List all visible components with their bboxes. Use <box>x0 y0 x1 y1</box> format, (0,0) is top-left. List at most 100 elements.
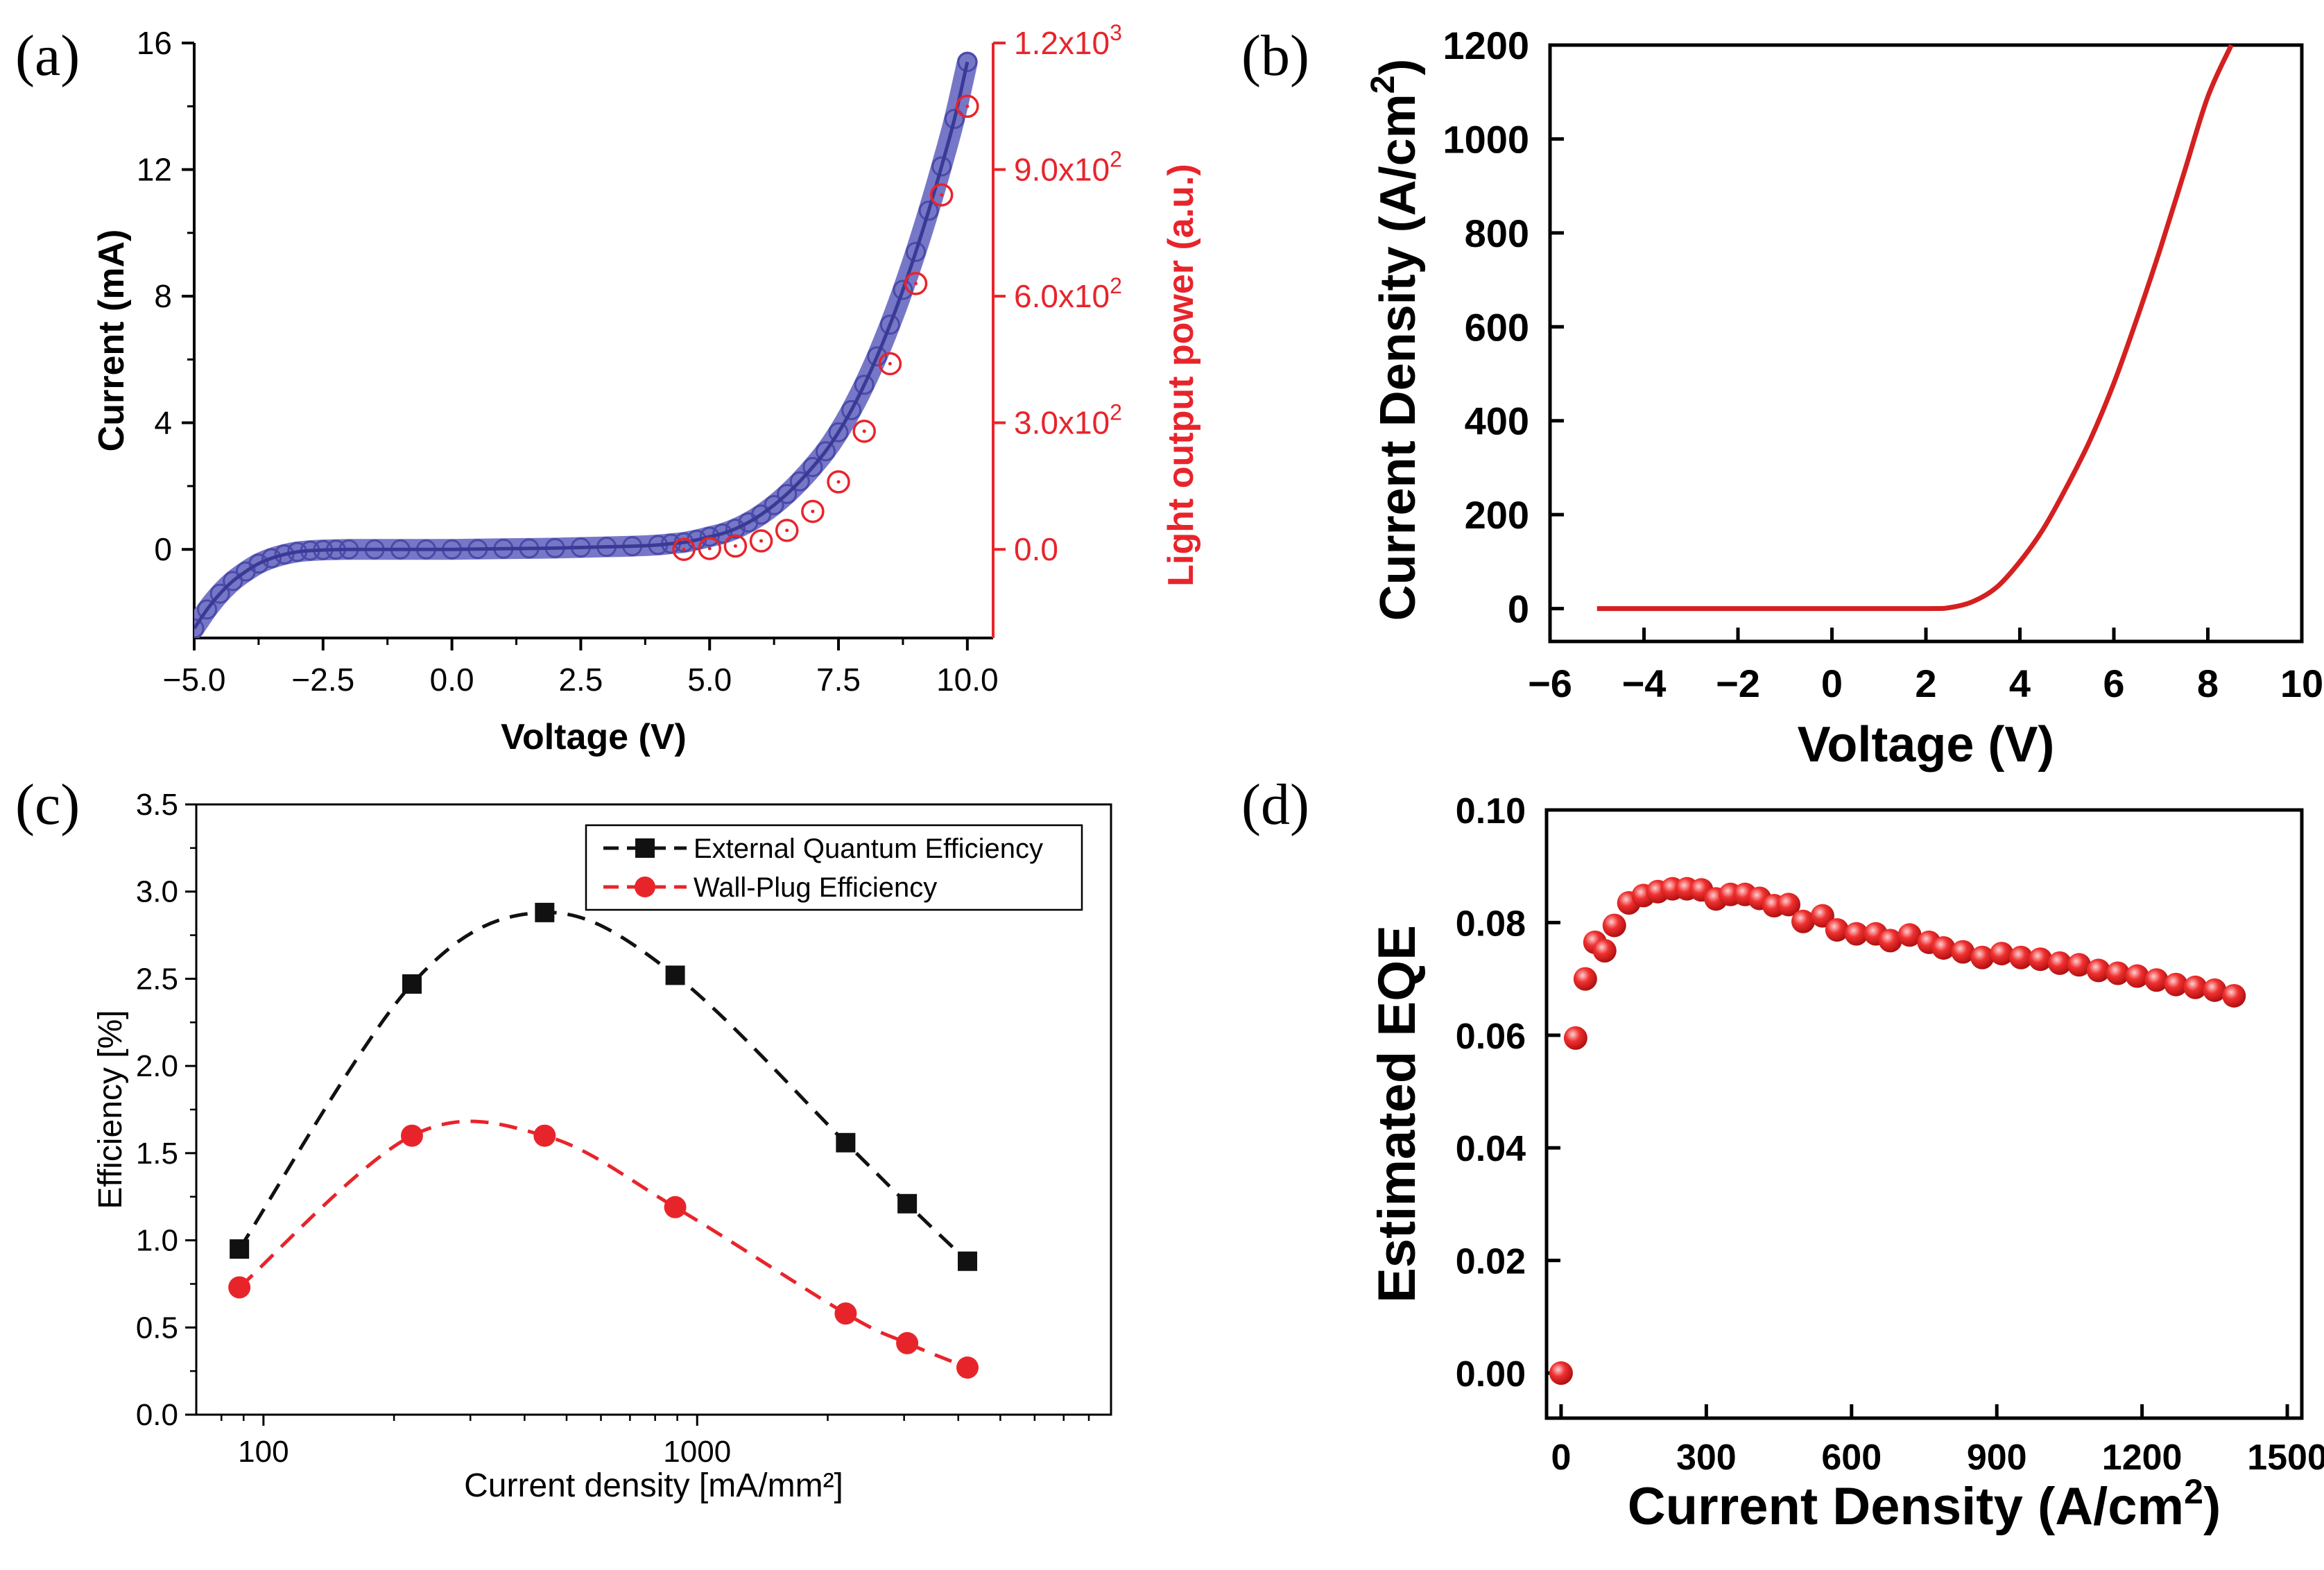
tick-base: 1.2x10 <box>1014 25 1110 61</box>
panel-label: (a) <box>15 24 80 88</box>
y-tick-label: 2.5 <box>136 962 178 996</box>
x-tick-label: 900 <box>1967 1438 2027 1478</box>
x-tick-label: 6 <box>2103 662 2124 705</box>
panel-b: (b) −6 −4 −2 0 2 4 6 8 10 0 200 400 600 800 1000 1200 Vol… <box>1241 24 2323 773</box>
current-point <box>712 523 733 544</box>
wpe-circle-marker <box>533 1124 556 1147</box>
light-power-point <box>827 470 850 494</box>
eqe-point <box>2125 964 2149 988</box>
eqe-point <box>1592 939 1617 963</box>
x-tick-label: 1000 <box>663 1435 731 1469</box>
current-point <box>957 51 978 72</box>
y-right-tick-label: 9.0x102 <box>1014 147 1122 188</box>
current-point <box>931 156 952 177</box>
y-tick-label: 0.06 <box>1456 1017 1526 1057</box>
current-line <box>194 61 970 630</box>
current-point <box>815 441 836 462</box>
eqe-square-marker <box>230 1239 250 1259</box>
y-tick-label: 0.08 <box>1456 904 1526 944</box>
y-tick-label: 1000 <box>1443 117 1529 161</box>
current-point <box>906 241 927 262</box>
eqe-point <box>2144 968 2169 992</box>
y-tick-label: 3.5 <box>136 788 178 822</box>
series-dashed-line <box>238 1119 968 1370</box>
tick-exponent: 3 <box>1110 20 1122 45</box>
tick-exponent: 2 <box>1110 273 1122 298</box>
y-right-tick-label: 6.0x102 <box>1014 273 1122 314</box>
eqe-point <box>1878 929 1902 953</box>
x-tick-label: −2.5 <box>291 662 354 698</box>
wpe-circle-marker <box>896 1331 919 1354</box>
current-point <box>789 471 810 492</box>
eqe-point <box>2203 978 2227 1002</box>
x-axis-label: Current Density (A/cm2) <box>1628 1472 2221 1536</box>
y-tick-label: 12 <box>137 152 172 188</box>
light-power-point <box>698 537 721 560</box>
y-tick-label: 400 <box>1465 399 1529 443</box>
current-point <box>854 374 875 395</box>
current-point <box>777 483 798 504</box>
eqe-point <box>2106 961 2130 985</box>
light-power-dot <box>785 528 789 533</box>
light-power-point <box>904 272 928 295</box>
y-tick-label: 3.0 <box>136 875 178 909</box>
y-tick-label: 600 <box>1465 305 1529 349</box>
y-axis-label: Efficiency [%] <box>92 1010 129 1209</box>
wpe-circle-marker <box>956 1356 979 1379</box>
current-point <box>274 544 295 565</box>
panel-label: (c) <box>15 773 80 837</box>
x-tick-label: 300 <box>1676 1438 1737 1478</box>
wpe-circle-marker <box>834 1302 857 1325</box>
legend: External Quantum Efficiency Wall-Plug Eff… <box>585 824 1083 911</box>
y-tick-label: 0 <box>154 531 172 567</box>
light-power-dot <box>682 547 686 551</box>
x-tick-label: 2.5 <box>558 662 603 698</box>
current-point <box>867 346 888 367</box>
light-power-point <box>852 420 876 443</box>
x-tick-label: 600 <box>1821 1438 1882 1478</box>
eqe-square-marker <box>402 974 422 994</box>
eqe-point <box>2164 972 2188 997</box>
x-tick-label: −4 <box>1622 662 1667 705</box>
tick-base: 6.0x10 <box>1014 278 1110 314</box>
x-tick-label: 0 <box>1551 1438 1571 1478</box>
light-power-point <box>801 499 825 524</box>
eqe-point <box>1951 940 1975 964</box>
current-point <box>248 553 269 574</box>
eqe-point <box>2047 951 2072 975</box>
y-right-tick-label: 0.0 <box>1014 531 1058 567</box>
eqe-square-marker <box>665 965 685 985</box>
x-tick-label: −5.0 <box>163 662 226 698</box>
y-tick-label: 0.10 <box>1456 791 1526 831</box>
current-point <box>841 399 862 420</box>
tick-exponent: 2 <box>1110 147 1122 172</box>
panel-d: (d) 0 300 600 900 1200 1500 0.00 0.02 0.04 0.06 0.0… <box>1241 773 2324 1536</box>
light-power-dot <box>811 509 815 513</box>
current-point <box>893 279 913 300</box>
legend-circle-marker <box>635 877 655 897</box>
wpe-circle-marker <box>664 1196 687 1218</box>
y-tick-label: 1200 <box>1443 24 1529 67</box>
current-point <box>699 526 720 547</box>
eqe-point <box>2222 983 2246 1008</box>
y-axis-label: Estimated EQE <box>1368 925 1427 1303</box>
light-power-point <box>956 94 979 119</box>
y-tick-label: 0.02 <box>1456 1242 1526 1282</box>
series-dashed-line <box>238 911 969 1263</box>
x-label-close: ) <box>2203 1477 2221 1536</box>
wpe-circle-marker <box>228 1276 251 1299</box>
x-tick-label: 8 <box>2197 662 2219 705</box>
x-label-text: Current Density (A/cm <box>1628 1477 2184 1536</box>
y-tick-label: 4 <box>154 405 172 441</box>
light-power-point <box>929 183 954 207</box>
current-point <box>751 504 772 525</box>
light-power-point <box>775 519 799 542</box>
y-axis-label: Current (mA) <box>92 230 132 452</box>
eqe-point <box>1844 922 1868 946</box>
y-tick-label: 0.5 <box>136 1311 178 1345</box>
wpe-circle-marker <box>401 1124 424 1147</box>
panel-label: (b) <box>1241 24 1309 88</box>
light-power-dot <box>733 544 737 548</box>
x-tick-label: 1200 <box>2102 1438 2183 1478</box>
